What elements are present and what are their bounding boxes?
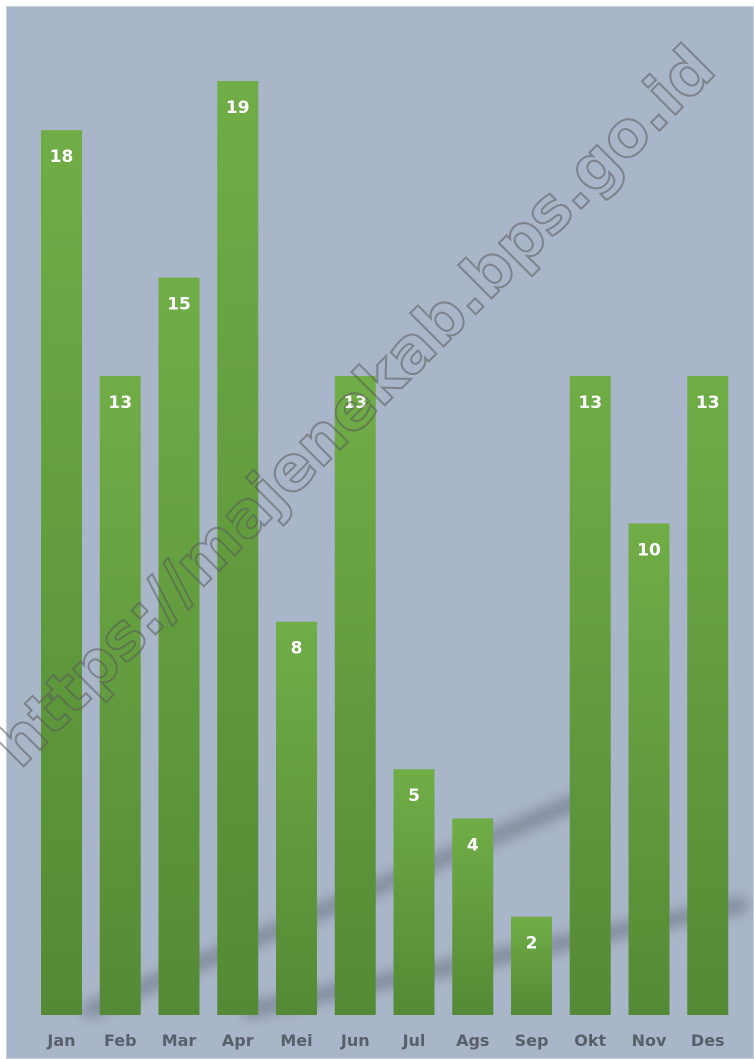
data-label-nov: 10 [637, 540, 661, 560]
x-tick-nov: Nov [632, 1031, 667, 1050]
bar-nov [628, 523, 670, 1015]
x-tick-jan: Jan [46, 1031, 75, 1050]
x-tick-apr: Apr [222, 1031, 254, 1050]
x-tick-mei: Mei [280, 1031, 312, 1050]
data-label-apr: 19 [226, 98, 250, 118]
data-labels-group: 18 13 15 19 8 13 5 4 2 13 10 13 [50, 98, 720, 954]
data-label-jan: 18 [50, 147, 74, 167]
x-tick-feb: Feb [104, 1031, 137, 1050]
bar-sep [511, 916, 552, 1015]
data-label-mei: 8 [291, 639, 303, 659]
data-label-sep: 2 [526, 934, 538, 954]
data-label-mar: 15 [167, 295, 191, 315]
bar-apr [217, 81, 259, 1015]
data-label-okt: 13 [578, 393, 602, 413]
bars-group [41, 81, 729, 1015]
x-tick-okt: Okt [574, 1031, 606, 1050]
bar-feb [99, 375, 141, 1015]
x-tick-jun: Jun [340, 1031, 370, 1050]
data-label-jul: 5 [408, 786, 420, 806]
bar-des [687, 375, 729, 1015]
bar-okt [569, 375, 611, 1015]
bar-jul [393, 769, 435, 1015]
bar-jun [334, 375, 376, 1015]
bar-mei [276, 621, 317, 1015]
data-label-feb: 13 [108, 393, 132, 413]
data-label-ags: 4 [467, 835, 479, 855]
x-tick-jul: Jul [402, 1031, 426, 1050]
data-label-des: 13 [696, 393, 720, 413]
x-tick-ags: Ags [456, 1031, 489, 1050]
x-tick-des: Des [691, 1031, 725, 1050]
bar-mar [158, 277, 200, 1015]
bar-ags [452, 818, 494, 1015]
x-tick-sep: Sep [515, 1031, 549, 1050]
x-tick-mar: Mar [162, 1031, 197, 1050]
x-axis-tick-labels: Jan Feb Mar Apr Mei Jun Jul Ags Sep Okt Nov Des [46, 1031, 724, 1050]
data-label-jun: 13 [343, 393, 367, 413]
bar-jan [41, 130, 82, 1015]
